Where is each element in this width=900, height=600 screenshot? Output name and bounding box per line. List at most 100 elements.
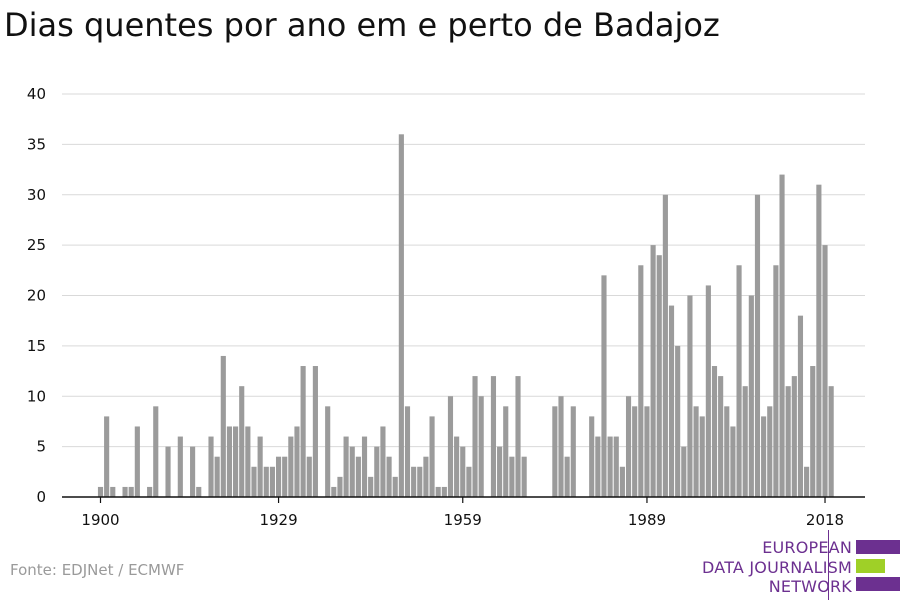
y-tick-label: 20 [27, 287, 46, 305]
bar [595, 436, 601, 497]
x-tick-label: 2018 [806, 511, 844, 529]
bar [705, 285, 711, 497]
bar [613, 436, 619, 497]
y-tick-label: 15 [27, 337, 46, 355]
logo-bar [856, 577, 900, 591]
bar [429, 416, 435, 497]
bar [110, 486, 116, 497]
bar [343, 436, 349, 497]
bar-series [97, 134, 834, 498]
bar [196, 486, 202, 497]
bar [521, 456, 527, 497]
bar [515, 376, 521, 497]
x-tick-label: 1929 [259, 511, 297, 529]
bar [497, 446, 503, 497]
bar [392, 476, 398, 497]
bar [589, 416, 595, 497]
bar [165, 446, 171, 497]
source-note: Fonte: EDJNet / ECMWF [10, 561, 185, 579]
bar [177, 436, 183, 497]
bar [368, 476, 374, 497]
x-tick-label: 1989 [628, 511, 666, 529]
bar [337, 476, 343, 497]
bar [785, 386, 791, 497]
y-tick-label: 5 [36, 438, 46, 456]
bar [190, 446, 196, 497]
bar [761, 416, 767, 497]
bar [601, 275, 607, 497]
bar [656, 255, 662, 497]
bar [558, 396, 564, 497]
bar [417, 466, 423, 497]
bar [153, 406, 159, 497]
bar [650, 245, 656, 497]
bar [773, 265, 779, 497]
bar [257, 436, 263, 497]
bar [306, 456, 312, 497]
bar [791, 376, 797, 497]
bar [220, 355, 226, 497]
bar [423, 456, 429, 497]
bar [779, 174, 785, 497]
bar [466, 466, 472, 497]
logo-bar [856, 540, 900, 554]
bar [325, 406, 331, 497]
bar [730, 426, 736, 497]
bar [251, 466, 257, 497]
bar [822, 245, 828, 497]
logo-text: EUROPEAN DATA JOURNALISM NETWORK [702, 538, 852, 597]
edjnet-logo: EUROPEAN DATA JOURNALISM NETWORK [700, 530, 900, 600]
bar [619, 466, 625, 497]
bar [263, 466, 269, 497]
bar [460, 446, 466, 497]
bar [797, 315, 804, 497]
bar [312, 366, 318, 497]
bar [675, 345, 681, 497]
bar [699, 416, 705, 497]
bar [668, 305, 675, 497]
y-tick-label: 25 [27, 236, 46, 254]
y-tick-label: 10 [27, 387, 46, 405]
bar [398, 134, 404, 498]
bar [693, 406, 699, 497]
bar [748, 295, 754, 497]
bar [214, 456, 220, 497]
bar [147, 486, 153, 497]
bar [208, 436, 214, 497]
bar [607, 436, 613, 497]
y-axis-labels: 0 5 10 15 20 25 30 35 40 [27, 85, 46, 506]
bar [810, 366, 816, 497]
bar [288, 436, 294, 497]
bar [454, 436, 460, 497]
bar [435, 486, 441, 497]
bar [490, 376, 497, 497]
bar [275, 456, 282, 497]
gridlines [62, 93, 865, 448]
bar [134, 426, 140, 497]
bar [767, 406, 773, 497]
bar [441, 486, 447, 497]
bar [503, 406, 509, 497]
bar [724, 406, 730, 497]
bar [374, 446, 380, 497]
bar [552, 406, 558, 497]
x-tick-label: 1900 [81, 511, 119, 529]
bar [282, 456, 288, 497]
bar [245, 426, 251, 497]
bar [828, 386, 834, 497]
bar [509, 456, 515, 497]
bar [644, 406, 650, 497]
bar [687, 295, 693, 497]
bar [478, 396, 484, 497]
bar [718, 376, 724, 497]
chart-title: Dias quentes por ano em e perto de Badaj… [4, 6, 720, 44]
bar [447, 396, 454, 497]
bar [361, 436, 368, 497]
bar [239, 386, 245, 497]
bar [300, 366, 306, 497]
bar [754, 194, 761, 497]
bar [404, 406, 411, 497]
y-tick-label: 0 [36, 488, 46, 506]
bar [570, 406, 576, 497]
